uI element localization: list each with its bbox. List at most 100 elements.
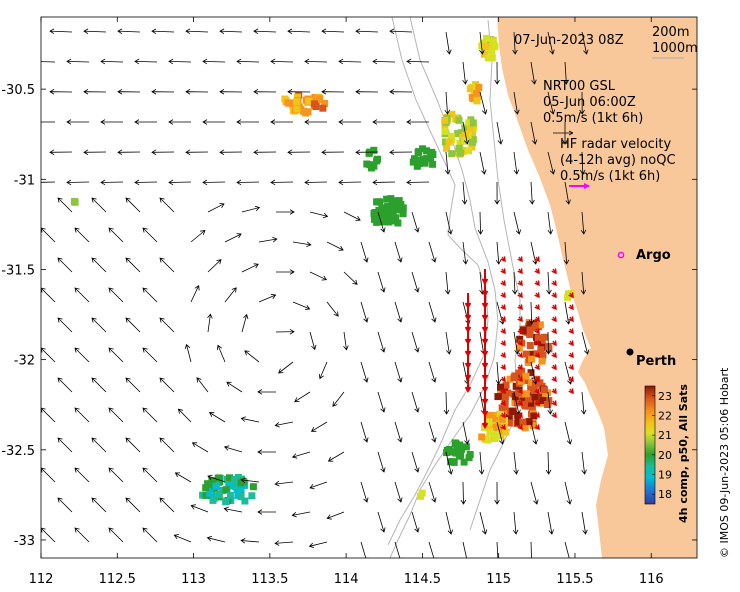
sst-cell bbox=[461, 124, 469, 132]
current-vector bbox=[495, 361, 502, 385]
current-vector bbox=[74, 527, 90, 543]
hf-radar-vectors bbox=[464, 256, 574, 431]
current-vector bbox=[91, 317, 107, 333]
sst-cell bbox=[482, 42, 490, 50]
current-vector bbox=[185, 28, 209, 35]
current-vector bbox=[41, 121, 55, 123]
current-vector bbox=[360, 361, 369, 383]
sst-cell bbox=[466, 85, 474, 93]
current-vector bbox=[462, 541, 467, 558]
sst-cell bbox=[237, 479, 245, 487]
credit-text: © IMOS 09-Jun-2023 05:06 Hobart bbox=[718, 367, 731, 558]
sst-cell bbox=[231, 475, 239, 483]
model-legend-line-2: 05-Jun 06:00Z bbox=[543, 95, 636, 110]
current-vector bbox=[377, 451, 386, 473]
sst-cell bbox=[544, 401, 551, 408]
current-vector bbox=[500, 376, 506, 383]
current-vector bbox=[445, 511, 453, 535]
sst-cell bbox=[521, 377, 529, 385]
current-vector bbox=[321, 149, 345, 155]
sst-cell bbox=[534, 338, 542, 346]
current-vector bbox=[500, 364, 506, 371]
current-vector bbox=[563, 241, 570, 265]
current-vector bbox=[500, 340, 506, 347]
current-vector bbox=[529, 181, 535, 205]
current-vector bbox=[174, 472, 192, 483]
current-vector bbox=[57, 257, 73, 273]
current-vector bbox=[428, 481, 437, 503]
current-vector bbox=[534, 352, 540, 359]
sst-patches bbox=[70, 34, 575, 506]
sst-cell bbox=[457, 149, 464, 157]
current-vector bbox=[551, 388, 557, 395]
current-vector bbox=[551, 316, 557, 323]
sst-cell bbox=[525, 418, 533, 426]
current-vector bbox=[517, 352, 523, 359]
sst-cell bbox=[485, 42, 493, 50]
current-vector bbox=[580, 391, 587, 415]
current-vector bbox=[304, 58, 328, 65]
sst-cell bbox=[448, 110, 456, 118]
sst-cell bbox=[284, 99, 292, 107]
sst-cell bbox=[310, 100, 318, 108]
current-vector bbox=[389, 89, 413, 95]
current-vector bbox=[270, 179, 294, 186]
current-vector bbox=[517, 256, 523, 263]
sst-cell bbox=[486, 429, 494, 437]
model-current-vectors bbox=[41, 28, 590, 558]
current-vector bbox=[406, 179, 430, 186]
current-vector bbox=[500, 268, 506, 275]
sst-cell bbox=[465, 454, 473, 462]
current-vector bbox=[496, 121, 503, 145]
current-vector bbox=[394, 421, 403, 443]
current-vector bbox=[343, 331, 349, 351]
current-vector bbox=[500, 256, 506, 263]
current-vector bbox=[377, 391, 386, 413]
current-vector bbox=[564, 421, 573, 445]
current-vector bbox=[66, 119, 89, 125]
current-vector bbox=[206, 535, 226, 543]
radar-legend-line-1: HF radar velocity bbox=[560, 137, 672, 152]
x-tick-label: 115 bbox=[486, 572, 511, 587]
current-vector bbox=[496, 421, 505, 445]
current-vector bbox=[151, 28, 175, 35]
sst-cell bbox=[385, 218, 392, 226]
current-vector bbox=[551, 364, 557, 371]
x-tick-label: 112 bbox=[29, 572, 54, 587]
sst-cell bbox=[421, 159, 429, 167]
sst-cell bbox=[208, 477, 216, 485]
sst-cell bbox=[388, 213, 395, 221]
current-vector bbox=[321, 28, 345, 35]
current-vector bbox=[500, 352, 506, 359]
current-vector bbox=[74, 467, 90, 483]
current-vector bbox=[513, 451, 519, 475]
current-vector bbox=[551, 412, 557, 419]
current-vector bbox=[377, 211, 386, 233]
sst-cell bbox=[226, 474, 233, 482]
perth-marker bbox=[626, 348, 634, 356]
current-vector bbox=[100, 58, 124, 65]
colorbar-tick-label: 21 bbox=[658, 429, 672, 442]
current-vector bbox=[191, 442, 209, 453]
current-vector bbox=[294, 391, 311, 403]
current-vector bbox=[360, 241, 369, 263]
argo-marker bbox=[617, 251, 625, 259]
current-vector bbox=[125, 377, 141, 393]
current-vector bbox=[564, 181, 571, 205]
sst-cell bbox=[478, 433, 486, 441]
current-vector bbox=[207, 203, 225, 213]
sst-cell bbox=[387, 203, 395, 210]
current-vector bbox=[445, 31, 452, 55]
current-vector bbox=[534, 364, 540, 371]
sst-cell bbox=[209, 496, 217, 504]
current-vector bbox=[338, 58, 362, 65]
current-vector bbox=[547, 511, 554, 535]
current-vector bbox=[338, 179, 362, 186]
current-vector bbox=[517, 328, 523, 335]
current-vector bbox=[530, 61, 537, 85]
current-vector bbox=[57, 377, 73, 393]
current-vector bbox=[563, 61, 569, 85]
current-vector bbox=[530, 361, 538, 385]
sst-cell bbox=[373, 198, 381, 206]
